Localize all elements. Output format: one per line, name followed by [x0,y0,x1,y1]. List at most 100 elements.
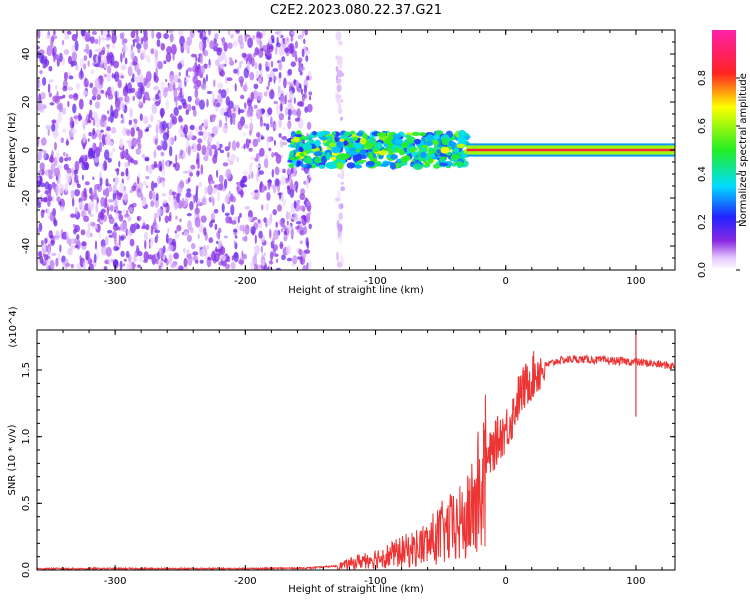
spectrogram-cell [418,132,427,137]
spectrogram-cell [55,185,59,197]
spectrogram-cell [325,152,331,161]
spectrogram-cell [67,156,72,161]
spectrogram-cell [181,57,185,66]
spectrogram-cell [266,191,271,201]
spectrogram-cell [232,40,238,47]
spectrogram-cell [261,258,265,263]
spectrogram-cell [247,37,254,49]
spectrogram-cell [275,153,282,164]
spectrogram-cell [67,100,70,108]
spectrogram-cell [225,215,230,224]
spectrogram-cell [210,144,217,150]
spectrogram-cell [309,95,312,101]
spectrogram-cell [48,156,55,163]
spectrogram-cell [336,190,341,198]
spectrogram-cell [147,97,151,101]
spectrogram-cell [71,197,75,207]
spectrogram-cell [157,208,163,216]
spectrogram-cell [59,52,63,63]
spectrogram-cell [112,184,117,194]
spectrogram-cell [270,116,273,128]
spectrogram-cell [157,119,161,124]
spectrogram-cell [137,251,143,257]
spectrogram-cell [121,115,125,122]
spectrogram-cell [43,150,47,160]
spectrogram-cell [183,257,188,268]
spectrogram-cell [251,171,254,180]
spectrogram-cell [53,54,56,63]
spectrogram-cell [278,61,282,71]
spectrogram-cell [294,50,298,61]
spectrogram-cell [69,116,74,123]
spectrogram-cell [299,240,303,244]
spectrogram-cell [398,149,405,156]
spectrogram-cell [203,42,207,49]
spectrogram-cell [207,184,213,196]
spectrogram-cell [242,132,246,136]
spectrogram-cell [198,131,204,136]
spectrogram-cell [66,138,69,146]
spectrogram-cell [155,224,160,229]
spectrogram-cell [143,80,147,87]
spectrogram-cell [276,36,279,46]
x-tick-label: -300 [104,576,127,587]
spectrogram-cell [263,122,267,127]
spectrogram-cell [298,87,301,93]
spectrogram-cell [335,55,338,60]
spectrogram-cell [413,156,421,160]
spectrogram-cell [78,112,82,122]
spectrogram-cell [195,192,198,204]
spectrogram-cell [143,91,150,101]
spectrogram-cell [264,153,269,160]
spectrogram-cell [61,107,67,115]
spectrogram-cell [291,109,298,116]
spectrogram-cell [203,50,209,57]
spectrogram-cell [82,154,87,162]
spectrogram-cell [73,92,79,101]
spectrogram-cell [198,125,203,131]
spectrogram-cell [280,228,284,233]
spectrogram-cell [299,70,303,76]
spectrogram-cell [229,59,235,66]
spectrogram-cell [228,100,234,110]
spectrogram-cell [133,160,139,165]
spectrogram-cell [55,257,59,267]
spectrogram-cell [202,129,208,141]
spectrogram-cell [154,229,161,234]
spectrogram-cell [129,238,135,247]
spectrogram-cell [187,95,192,102]
spectrogram-cell [98,162,101,168]
spectrogram-cell [201,197,207,206]
spectrogram-cell [388,132,395,140]
snr-marks [37,330,675,570]
spectrogram-cell [74,224,80,233]
spectrogram-cell [167,83,174,92]
spectrogram-cell [178,105,182,110]
spectrogram-cell [110,54,113,66]
spectrogram-cell [104,37,111,41]
spectrogram-cell [120,75,125,79]
spectrogram-cell [62,30,67,35]
spectrogram-cell [168,160,173,165]
spectrogram-cell [268,147,272,152]
spectrogram-cell [131,137,137,148]
spectrogram-cell [305,237,309,247]
spectrogram-cell [162,159,165,170]
spectrogram-cell [70,213,76,218]
spectrogram-cell [82,90,89,96]
snr-x-ticks: -300 -200 -100 0 100 [36,330,663,587]
spectrogram-cell [167,244,174,252]
spectrogram-cell [85,161,89,171]
spectrogram-cell [191,145,195,149]
snr-frame [36,329,676,571]
spectrogram-cell [201,123,204,127]
spectrogram-cell [166,160,170,167]
spectrogram-cell [54,167,60,177]
spectrogram-cell [176,97,183,102]
spectrogram-cell [263,91,268,97]
spectrogram-cell [196,170,200,178]
spectrogram-cell [317,131,324,138]
spectrogram-cell [94,117,101,128]
spectrogram-cell [240,188,244,199]
spectrogram-cell [186,213,192,217]
